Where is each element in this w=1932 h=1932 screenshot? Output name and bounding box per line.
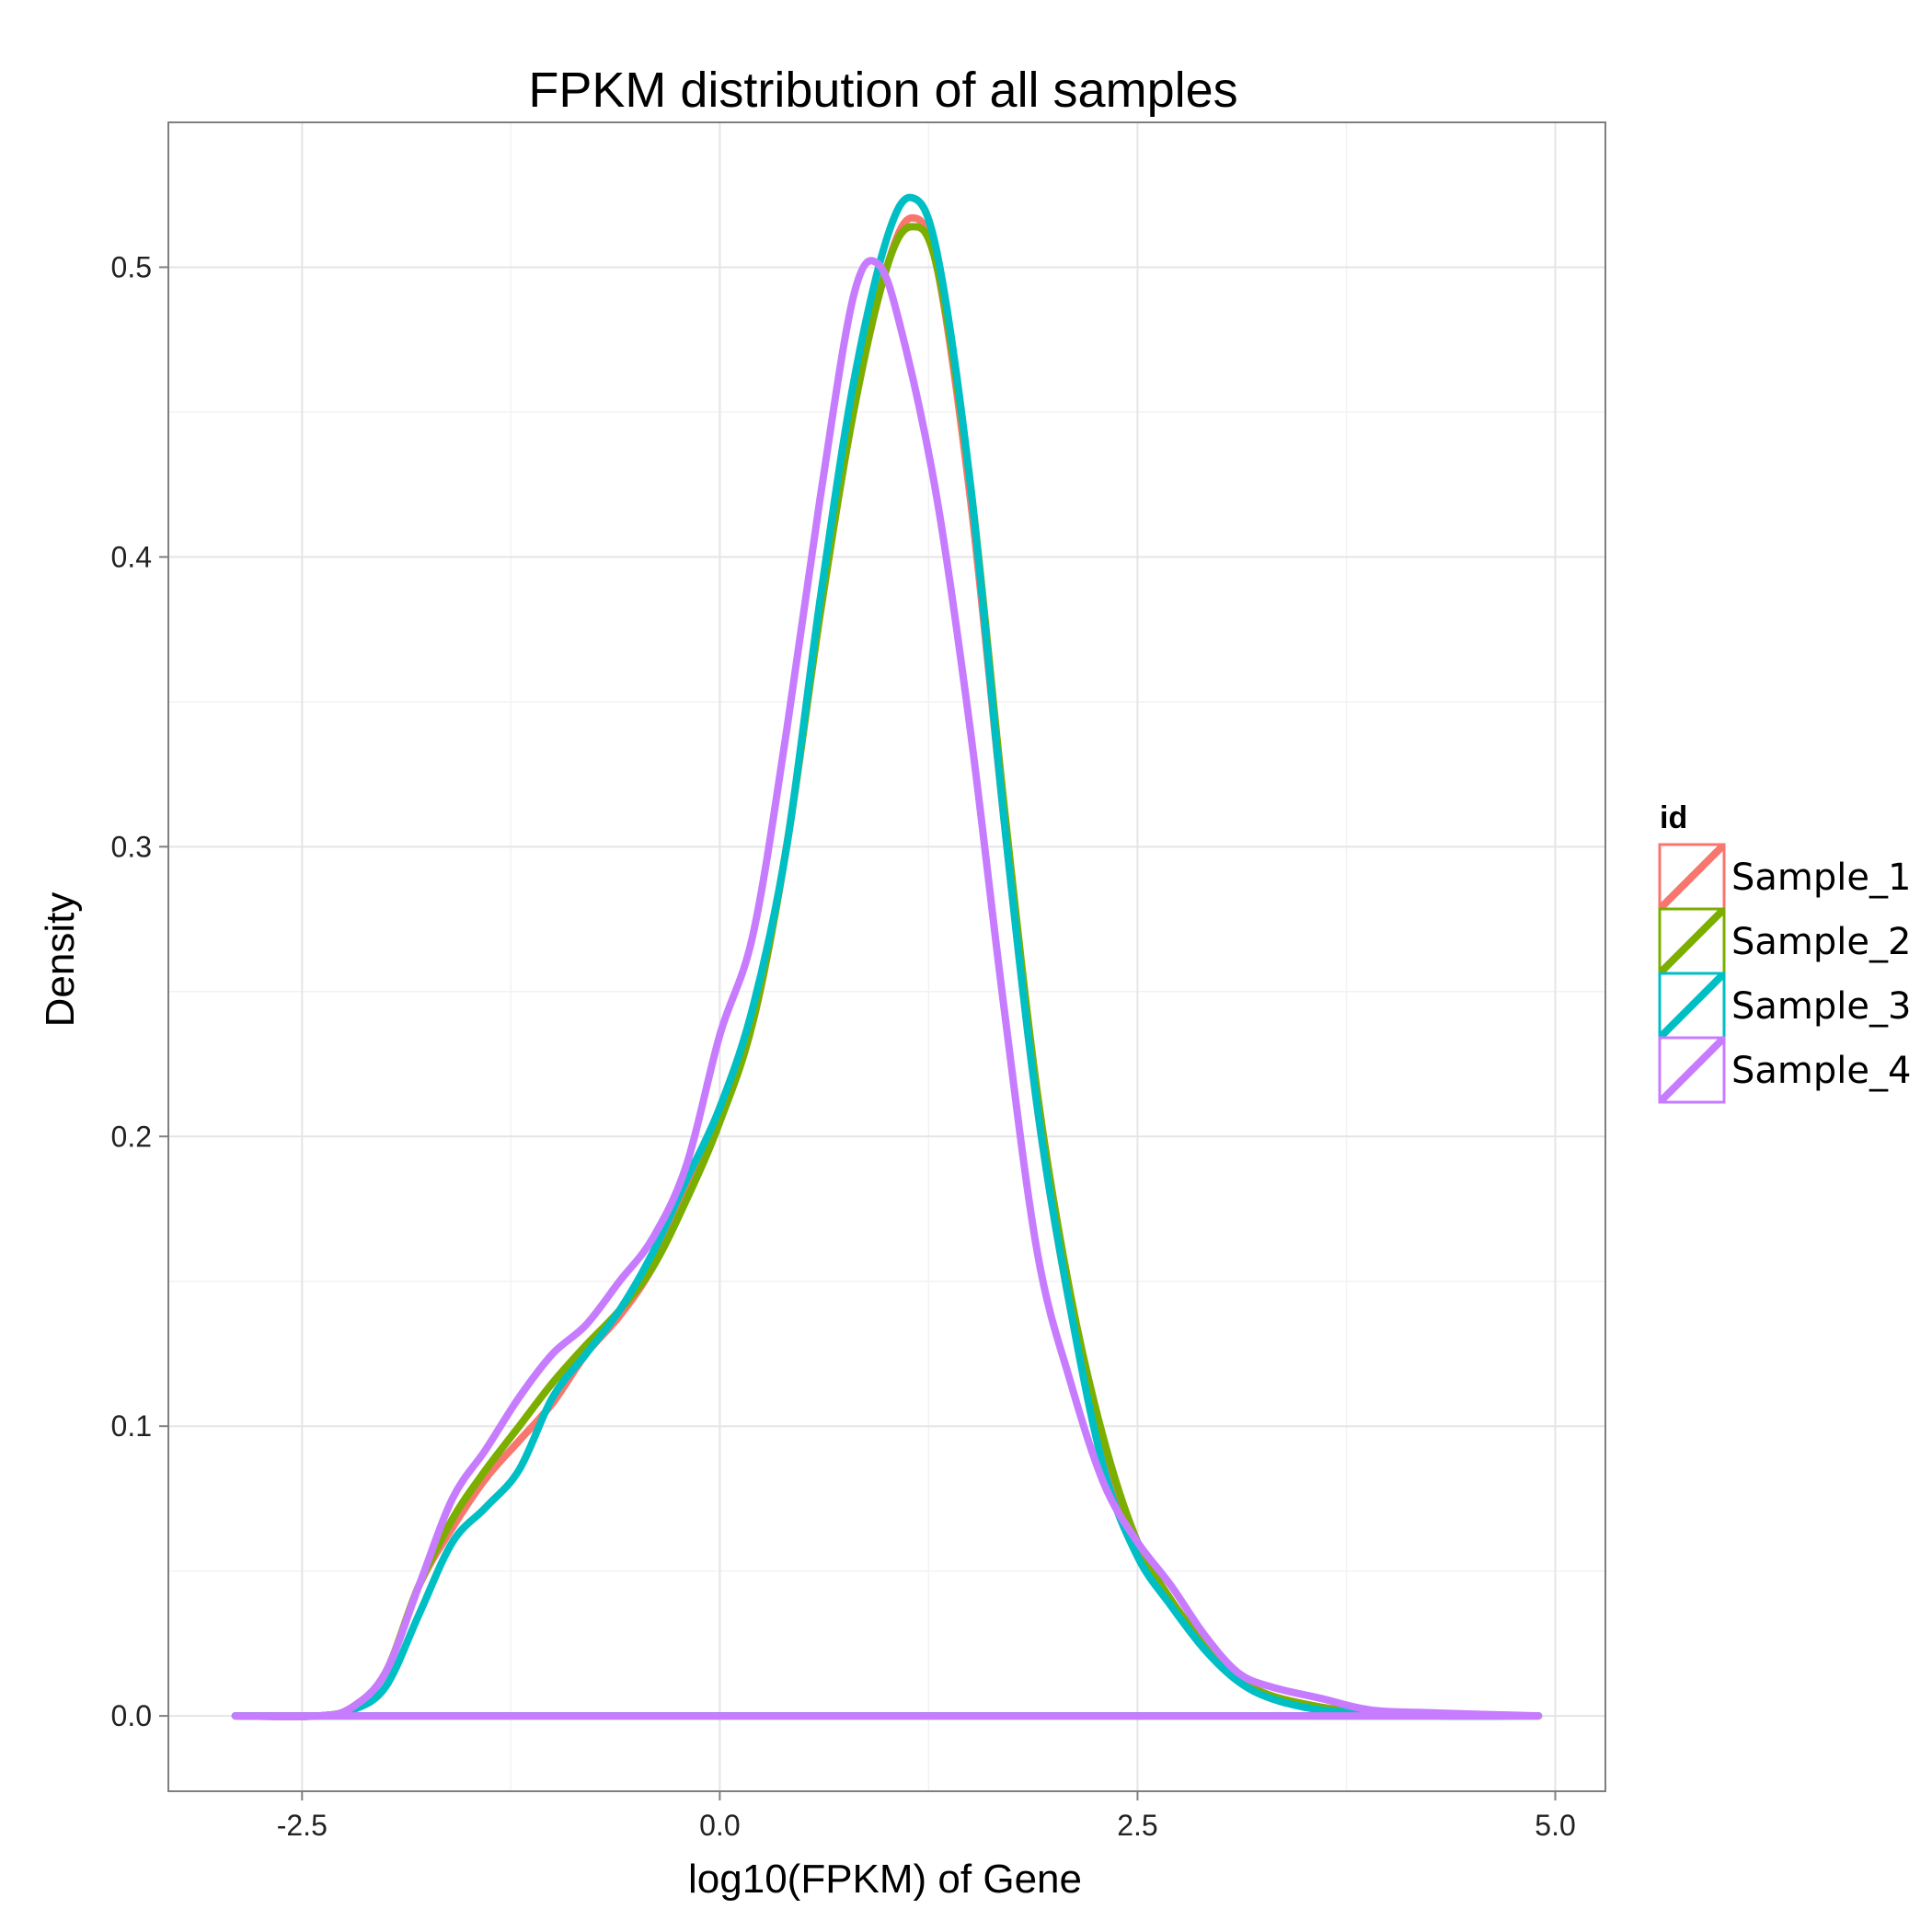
legend-title: id [1660,800,1687,835]
legend-label: Sample_3 [1731,985,1911,1028]
y-tick-label: 0.3 [111,830,152,863]
x-tick-label: 0.0 [699,1809,740,1842]
x-tick-label: 2.5 [1117,1809,1157,1842]
legend-key-line [1659,1037,1725,1103]
legend-key [1658,972,1726,1040]
chart-title: FPKM distribution of all samples [528,63,1237,118]
series-line-sample-4 [231,257,1543,1720]
y-tick-label: 0.0 [111,1699,152,1732]
legend-key-line [1659,844,1725,910]
legend: id Sample_1 Sample_2 Sample_3 Sample_4 [1658,800,1911,1104]
legend-key [1658,907,1726,975]
x-axis-title: log10(FPKM) of Gene [688,1857,1082,1902]
series-lines [231,193,1543,1720]
x-tick-label: 5.0 [1535,1809,1575,1842]
series-line-sample-3 [231,193,1543,1720]
x-tick-label: -2.5 [277,1809,328,1842]
legend-label: Sample_2 [1731,921,1911,963]
legend-key-line [1659,908,1725,974]
y-tick-label: 0.4 [111,540,152,573]
y-tick-label: 0.5 [111,250,152,283]
legend-key-line [1659,972,1725,1039]
legend-label: Sample_4 [1731,1050,1911,1092]
legend-key [1658,1036,1726,1104]
plot-border [167,121,1606,1792]
axis-ticks: -2.5 0.0 2.5 5.0 0.0 0.1 0.2 0.3 0.4 0.5 [111,250,1576,1842]
legend-key [1658,843,1726,911]
y-axis-title: Density [38,892,83,1028]
y-tick-label: 0.1 [111,1409,152,1443]
y-tick-label: 0.2 [111,1120,152,1153]
legend-label: Sample_1 [1731,857,1911,899]
